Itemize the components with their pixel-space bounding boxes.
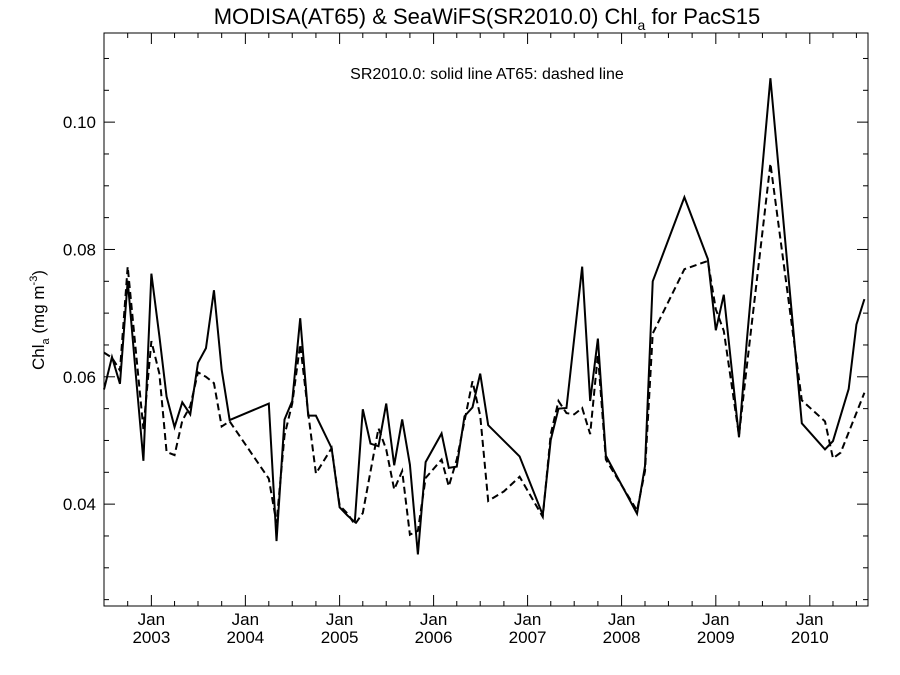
x-tick-year-label: 2009 — [697, 628, 735, 647]
x-tick-month-label: Jan — [514, 610, 541, 629]
series-line-dashed — [103, 163, 866, 537]
series-layer — [103, 78, 866, 555]
x-tick-year-label: 2004 — [226, 628, 264, 647]
x-tick-month-label: Jan — [138, 610, 165, 629]
x-tick-month-label: Jan — [796, 610, 823, 629]
axis-ticks: 0.040.060.080.10Jan2003Jan2004Jan2005Jan… — [63, 33, 868, 647]
y-axis-label-unit: (mg m — [29, 285, 48, 338]
x-tick-month-label: Jan — [420, 610, 447, 629]
chart-title-tail: for PacS15 — [645, 4, 760, 29]
y-tick-label: 0.06 — [63, 368, 96, 387]
series-line-solid — [103, 78, 866, 555]
x-tick-year-label: 2007 — [509, 628, 547, 647]
x-tick-month-label: Jan — [326, 610, 353, 629]
y-tick-label: 0.08 — [63, 240, 96, 259]
x-tick-year-label: 2003 — [132, 628, 170, 647]
x-tick-year-label: 2010 — [791, 628, 829, 647]
x-tick-year-label: 2005 — [321, 628, 359, 647]
x-tick-year-label: 2006 — [415, 628, 453, 647]
x-tick-month-label: Jan — [232, 610, 259, 629]
x-tick-month-label: Jan — [608, 610, 635, 629]
chart-title-subscript: a — [638, 17, 646, 33]
y-axis-label-close: ) — [29, 270, 48, 276]
chart-annotation: SR2010.0: solid line AT65: dashed line — [350, 66, 624, 83]
y-tick-label: 0.10 — [63, 113, 96, 132]
y-axis-label-superscript: -3 — [28, 276, 40, 286]
y-axis-label: Chla (mg m-3) — [28, 270, 52, 370]
y-tick-label: 0.04 — [63, 495, 96, 514]
y-axis-label-prefix: Chl — [29, 344, 48, 370]
chart-title-main: MODISA(AT65) & SeaWiFS(SR2010.0) Chl — [214, 4, 638, 29]
y-axis-label-subscript: a — [40, 337, 52, 344]
x-tick-month-label: Jan — [702, 610, 729, 629]
chart-title: MODISA(AT65) & SeaWiFS(SR2010.0) Chla fo… — [214, 4, 761, 33]
plot-frame — [103, 32, 869, 607]
x-tick-year-label: 2008 — [603, 628, 641, 647]
